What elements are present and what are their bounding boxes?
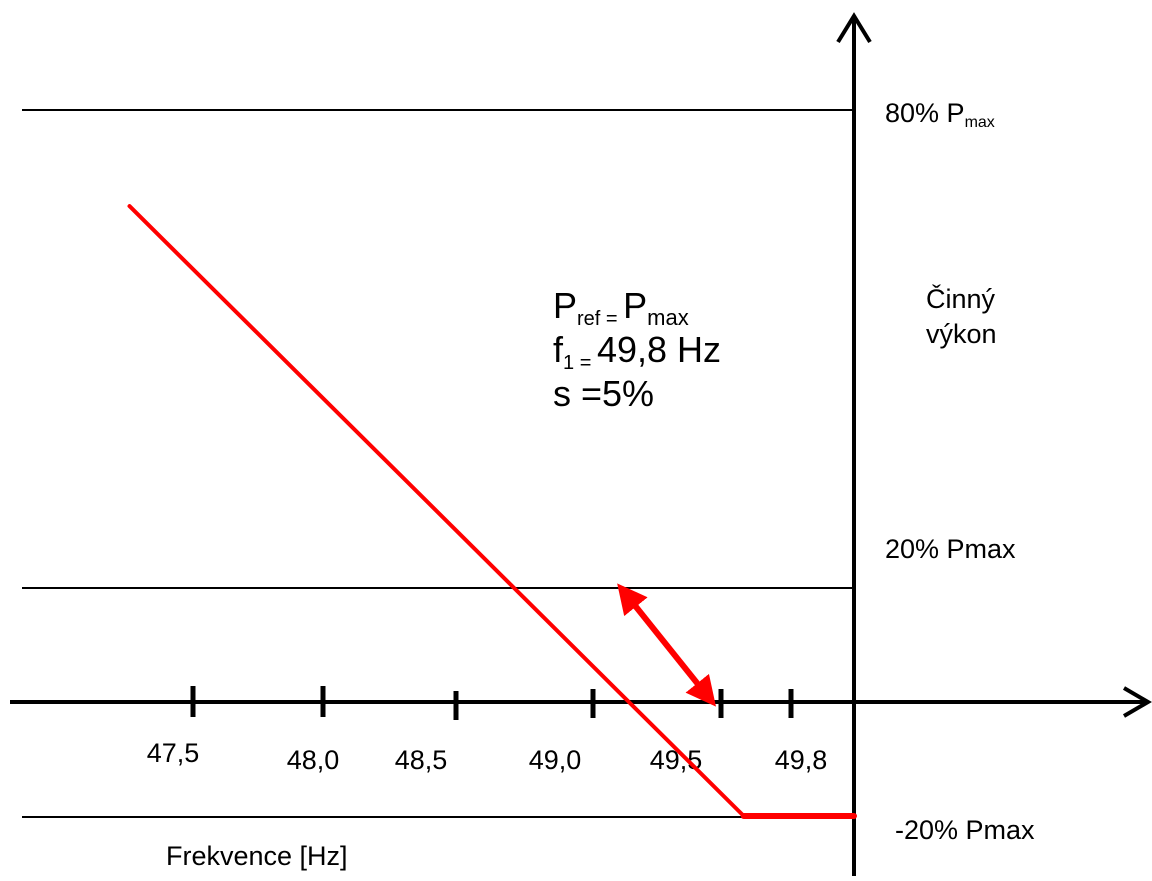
level-label-80: 80% Pmax	[885, 98, 995, 131]
x-tick-label-48-5: 48,5	[395, 745, 448, 775]
y-axis-title-line2: výkon	[926, 319, 997, 349]
series-layer	[127, 204, 857, 819]
level-label-80-main: 80% P	[885, 98, 965, 128]
param-pref-a: P	[553, 285, 577, 326]
slope-arrow	[617, 583, 717, 707]
level-label-80-sub: max	[965, 114, 995, 131]
y-axis-title-line1: Činný	[926, 283, 996, 314]
param-pref-a-sub: ref =	[577, 308, 623, 330]
param-s: s =5%	[553, 373, 654, 414]
param-f1-a: f	[553, 329, 564, 370]
param-f1: f1 = 49,8 Hz	[553, 329, 721, 374]
param-f1-b: 49,8 Hz	[597, 329, 721, 370]
level-label-minus-20: -20% Pmax	[895, 815, 1035, 845]
param-pref: Pref = Pmax	[553, 285, 689, 330]
x-tick-label-48-0: 48,0	[287, 745, 340, 775]
x-tick-label-47-5: 47,5	[147, 738, 200, 768]
x-axis-arrowhead	[1122, 686, 1152, 718]
y-axis-arrowhead	[836, 12, 872, 44]
param-f1-a-sub: 1 =	[563, 352, 597, 374]
x-tick-label-49-0: 49,0	[529, 745, 582, 775]
x-axis-title: Frekvence [Hz]	[166, 841, 348, 871]
param-pref-b: P	[623, 285, 647, 326]
x-tick-label-49-8: 49,8	[775, 745, 828, 775]
level-label-20: 20% Pmax	[885, 534, 1016, 564]
series-0-segment-0	[127, 204, 746, 818]
param-pref-b-sub: max	[647, 305, 689, 330]
